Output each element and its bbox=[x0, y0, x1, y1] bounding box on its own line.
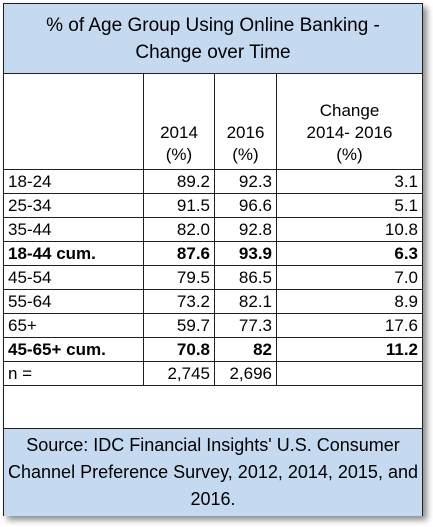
cell-change: 8.9 bbox=[276, 289, 422, 314]
title-line-2: Change over Time bbox=[135, 42, 291, 63]
row-label: 45-54 bbox=[4, 265, 144, 290]
row-label: 25-34 bbox=[4, 193, 144, 218]
header-2016-unit: (%) bbox=[232, 145, 259, 164]
cell-2016: 2,696 bbox=[214, 361, 277, 386]
cell-2016: 77.3 bbox=[214, 313, 277, 338]
header-2014-unit: (%) bbox=[165, 145, 193, 164]
cell-2014: 79.5 bbox=[143, 265, 215, 290]
cell-2014: 82.0 bbox=[143, 217, 215, 242]
cell-change: 10.8 bbox=[276, 217, 422, 242]
cell-2016: 92.3 bbox=[214, 169, 277, 194]
table-row: 18-44 cum. 87.6 93.9 6.3 bbox=[4, 241, 422, 266]
cell-2016: 96.6 bbox=[214, 193, 277, 218]
row-label: 55-64 bbox=[4, 289, 144, 314]
row-label: 65+ bbox=[4, 313, 144, 338]
table-row: n = 2,745 2,696 bbox=[4, 361, 422, 386]
header-change-label: Change bbox=[319, 101, 380, 120]
cell-change: 5.1 bbox=[276, 193, 422, 218]
header-change-range: 2014- 2016 bbox=[306, 123, 393, 142]
row-label: n = bbox=[4, 361, 144, 386]
table-row: 25-34 91.5 96.6 5.1 bbox=[4, 193, 422, 218]
table-row: 18-24 89.2 92.3 3.1 bbox=[4, 169, 422, 194]
source-note: Source: IDC Financial Insights' U.S. Con… bbox=[4, 428, 422, 516]
cell-2016: 93.9 bbox=[214, 241, 277, 266]
cell-2014: 70.8 bbox=[143, 337, 215, 362]
cell-change: 3.1 bbox=[276, 169, 422, 194]
cell-2016: 92.8 bbox=[214, 217, 277, 242]
cell-2016: 82 bbox=[214, 337, 277, 362]
table-row: 45-65+ cum. 70.8 82 11.2 bbox=[4, 337, 422, 362]
data-table: 2014 (%) 2016 (%) Change 2014- 2016 (%) … bbox=[4, 73, 422, 386]
header-change: Change 2014- 2016 (%) bbox=[276, 73, 422, 170]
header-2014: 2014 (%) bbox=[143, 73, 215, 170]
table-title: % of Age Group Using Online Banking - Ch… bbox=[4, 4, 422, 74]
cell-2014: 59.7 bbox=[143, 313, 215, 338]
header-2014-year: 2014 bbox=[160, 123, 198, 142]
table-row: 65+ 59.7 77.3 17.6 bbox=[4, 313, 422, 338]
row-label: 18-24 bbox=[4, 169, 144, 194]
cell-change: 11.2 bbox=[276, 337, 422, 362]
cell-2016: 86.5 bbox=[214, 265, 277, 290]
header-row: 2014 (%) 2016 (%) Change 2014- 2016 (%) bbox=[4, 73, 422, 170]
cell-change: 17.6 bbox=[276, 313, 422, 338]
cell-2016: 82.1 bbox=[214, 289, 277, 314]
cell-2014: 2,745 bbox=[143, 361, 215, 386]
row-label: 35-44 bbox=[4, 217, 144, 242]
cell-change bbox=[276, 361, 422, 386]
table-card: % of Age Group Using Online Banking - Ch… bbox=[3, 3, 423, 516]
cell-2014: 89.2 bbox=[143, 169, 215, 194]
header-empty bbox=[4, 73, 144, 170]
header-2016-year: 2016 bbox=[226, 123, 265, 142]
table-row: 35-44 82.0 92.8 10.8 bbox=[4, 217, 422, 242]
table-body: 18-24 89.2 92.3 3.1 25-34 91.5 96.6 5.1 35-44 82.… bbox=[4, 169, 422, 386]
cell-2014: 73.2 bbox=[143, 289, 215, 314]
cell-change: 7.0 bbox=[276, 265, 422, 290]
cell-2014: 91.5 bbox=[143, 193, 215, 218]
cell-change: 6.3 bbox=[276, 241, 422, 266]
title-line-1: % of Age Group Using Online Banking - bbox=[46, 15, 380, 36]
row-label: 45-65+ cum. bbox=[4, 337, 144, 362]
header-change-unit: (%) bbox=[336, 145, 363, 164]
table-row: 45-54 79.5 86.5 7.0 bbox=[4, 265, 422, 290]
row-label: 18-44 cum. bbox=[4, 241, 144, 266]
table-row: 55-64 73.2 82.1 8.9 bbox=[4, 289, 422, 314]
cell-2014: 87.6 bbox=[143, 241, 215, 266]
header-2016: 2016 (%) bbox=[214, 73, 277, 170]
